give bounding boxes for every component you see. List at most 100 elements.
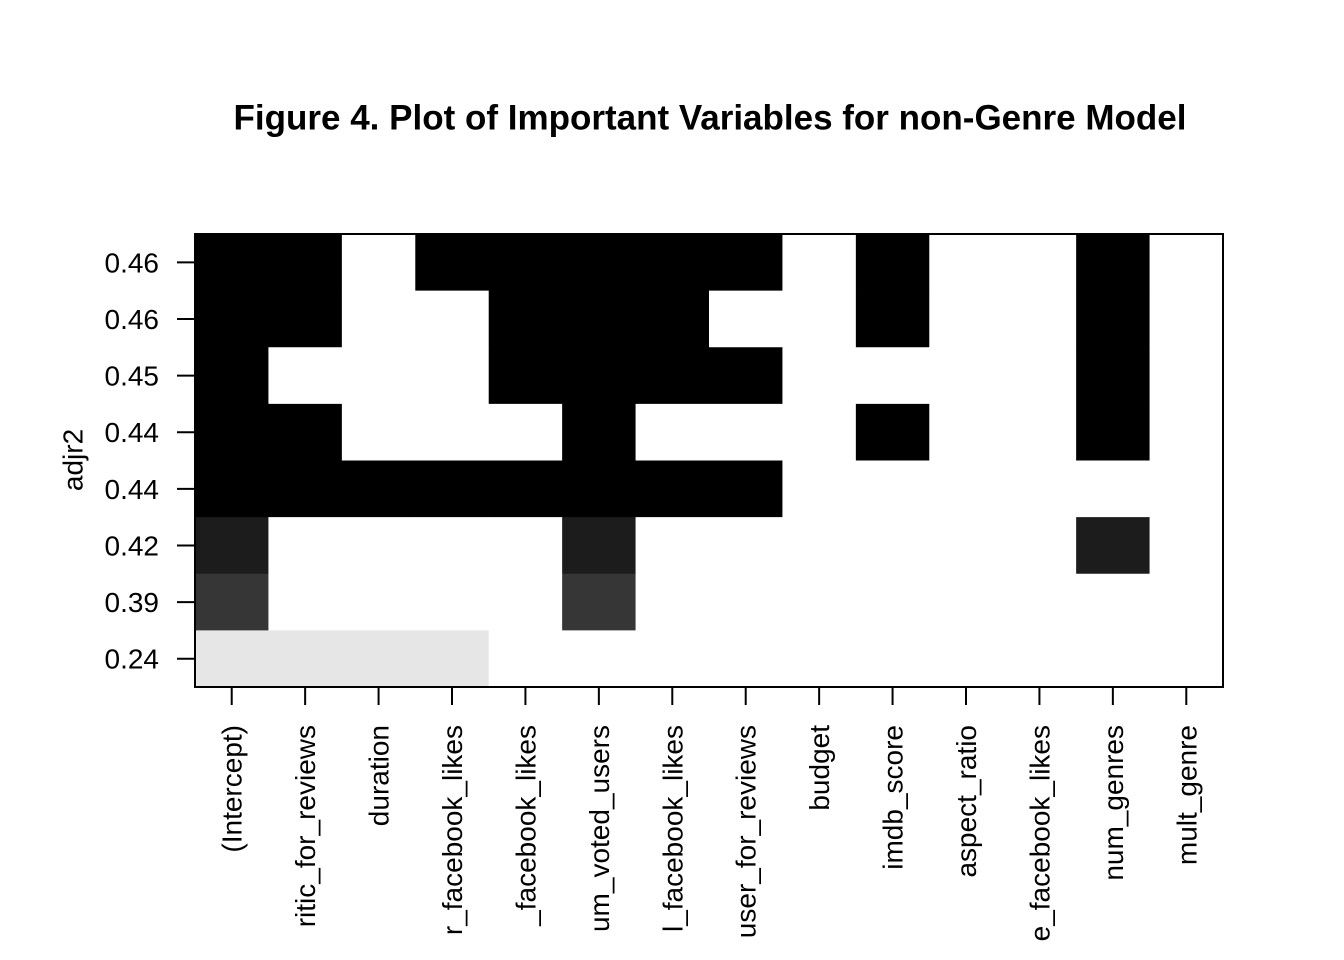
x-tick-label: budget: [804, 725, 835, 811]
cell: [488, 517, 563, 575]
cell: [488, 347, 563, 405]
cell: [1076, 573, 1151, 631]
x-tick-label: um_voted_users: [584, 725, 615, 932]
cell: [195, 517, 269, 575]
cell: [709, 517, 783, 575]
cell: [1002, 517, 1077, 575]
cell: [341, 347, 416, 405]
cell: [709, 234, 783, 292]
cell: [782, 234, 857, 292]
cell: [635, 234, 710, 292]
cell: [268, 460, 343, 518]
cell: [855, 403, 930, 461]
cell: [562, 347, 637, 405]
cell: [782, 403, 857, 461]
cell: [1149, 517, 1224, 575]
cell: [709, 460, 783, 518]
x-tick-label: duration: [364, 725, 395, 826]
cell: [1149, 403, 1224, 461]
cell: [855, 290, 930, 348]
cell: [782, 290, 857, 348]
cell: [1002, 403, 1077, 461]
cell: [415, 234, 490, 292]
cell: [268, 234, 343, 292]
cell: [415, 347, 490, 405]
cell: [709, 573, 783, 631]
cell: [1002, 460, 1077, 518]
cell: [195, 573, 269, 631]
cell: [1076, 234, 1151, 292]
cell: [195, 630, 269, 688]
y-tick-label: 0.45: [105, 361, 160, 392]
plot-frame: [194, 233, 1224, 688]
cell: [782, 460, 857, 518]
x-tick-label: (Intercept): [217, 725, 248, 853]
cell: [929, 573, 1004, 631]
cell: [562, 460, 637, 518]
cell: [195, 460, 269, 518]
cell: [268, 517, 343, 575]
cell: [195, 290, 269, 348]
cell: [709, 403, 783, 461]
cell: [1076, 403, 1151, 461]
cell: [1076, 347, 1151, 405]
cell: [562, 573, 637, 631]
cell: [488, 630, 563, 688]
x-tick-label: aspect_ratio: [951, 725, 982, 878]
cell: [268, 347, 343, 405]
cell: [635, 290, 710, 348]
y-tick-label: 0.42: [105, 530, 160, 561]
cell: [855, 517, 930, 575]
cell: [415, 630, 490, 688]
cell: [635, 460, 710, 518]
cell: [195, 234, 269, 292]
cell: [415, 403, 490, 461]
cell: [268, 573, 343, 631]
y-tick-label: 0.39: [105, 587, 160, 618]
cell: [929, 517, 1004, 575]
cell: [341, 517, 416, 575]
cell: [195, 403, 269, 461]
cell: [929, 460, 1004, 518]
x-tick-label: l_facebook_likes: [657, 725, 688, 932]
cell: [709, 630, 783, 688]
cell: [1076, 630, 1151, 688]
y-tick-label: 0.46: [105, 247, 160, 278]
cell: [782, 517, 857, 575]
cell: [635, 403, 710, 461]
cell: [635, 517, 710, 575]
y-tick-label: 0.44: [105, 417, 160, 448]
x-tick-label: user_for_reviews: [731, 725, 762, 938]
cell: [929, 630, 1004, 688]
cell: [1076, 517, 1151, 575]
cell: [415, 290, 490, 348]
cell: [855, 573, 930, 631]
cell: [1149, 290, 1224, 348]
cell: [341, 573, 416, 631]
cell: [782, 347, 857, 405]
x-tick-label: r_facebook_likes: [437, 725, 468, 935]
cell: [1002, 347, 1077, 405]
cell: [929, 234, 1004, 292]
cell: [562, 290, 637, 348]
cell: [782, 573, 857, 631]
chart-title: Figure 4. Plot of Important Variables fo…: [234, 98, 1187, 137]
cell: [195, 347, 269, 405]
cell: [709, 290, 783, 348]
cell: [562, 517, 637, 575]
x-tick-label: e_facebook_likes: [1024, 725, 1055, 941]
cell: [1076, 290, 1151, 348]
cell: [855, 234, 930, 292]
x-tick-label: ritic_for_reviews: [290, 725, 321, 927]
y-tick-label: 0.44: [105, 474, 160, 505]
cell: [1149, 234, 1224, 292]
cell: [488, 403, 563, 461]
cell: [268, 630, 343, 688]
cell: [341, 630, 416, 688]
cell: [635, 630, 710, 688]
cell: [488, 573, 563, 631]
cell: [562, 630, 637, 688]
cell: [1149, 460, 1224, 518]
cell: [341, 234, 416, 292]
